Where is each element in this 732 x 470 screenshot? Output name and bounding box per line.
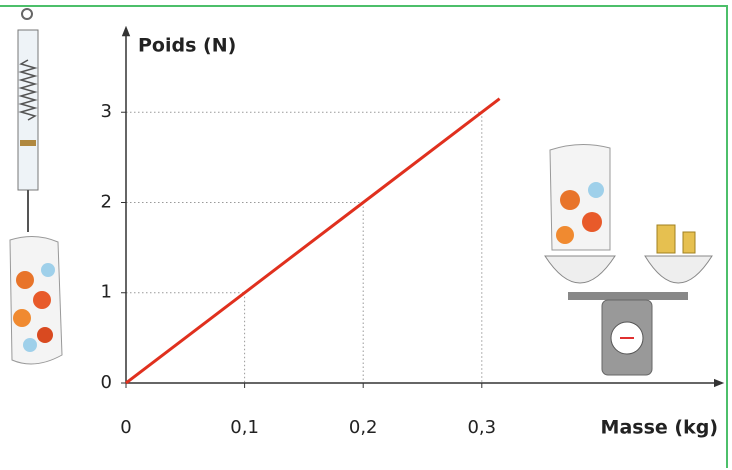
- x-axis-title: Masse (kg): [601, 417, 718, 439]
- y-axis-title: Poids (N): [138, 35, 236, 57]
- y-tick-label: 2: [101, 191, 112, 212]
- y-tick-label: 1: [101, 282, 112, 303]
- background: [0, 0, 732, 470]
- y-tick-label: 3: [101, 101, 112, 122]
- x-tick-label: 0,2: [349, 417, 378, 438]
- y-tick-label: 0: [101, 372, 112, 393]
- x-tick-label: 0: [120, 417, 131, 438]
- x-tick-label: 0,3: [467, 417, 496, 438]
- chart: Poids (N) Masse (kg) 0 1 2 3 0 0,1 0,2 0,3: [0, 0, 732, 470]
- x-tick-label: 0,1: [230, 417, 259, 438]
